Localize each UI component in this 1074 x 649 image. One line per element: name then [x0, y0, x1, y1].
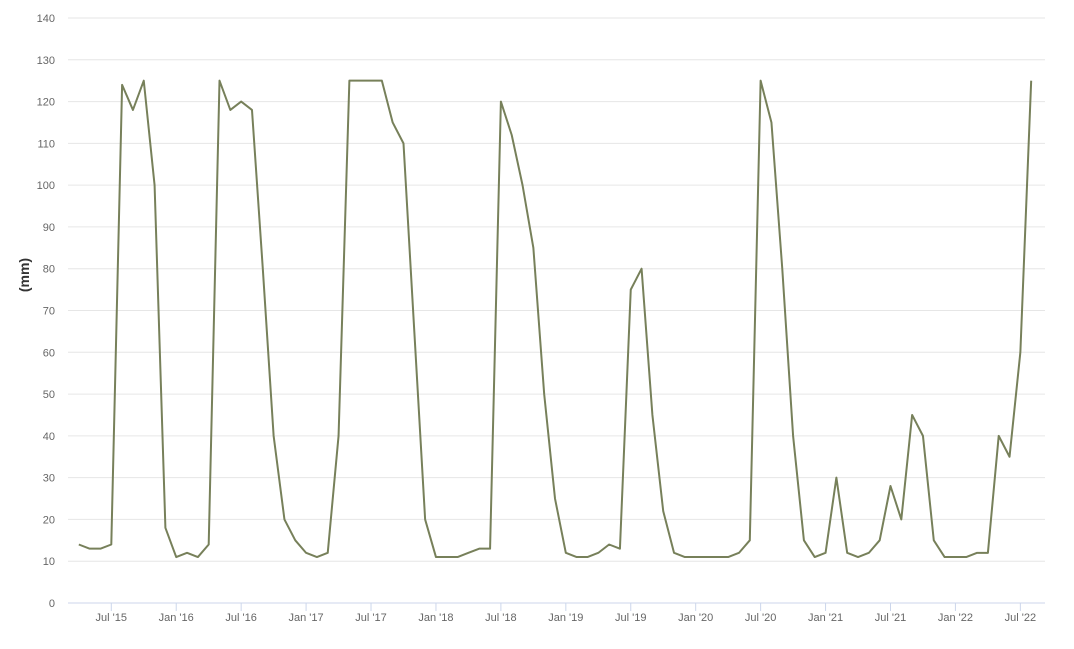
- y-tick-label: 60: [43, 347, 55, 359]
- y-tick-label: 90: [43, 222, 55, 234]
- x-tick-label: Jul '16: [225, 612, 256, 624]
- y-tick-label: 40: [43, 431, 55, 443]
- y-tick-label: 140: [37, 13, 55, 25]
- x-tick-label: Jul '17: [355, 612, 386, 624]
- x-tick-label: Jul '19: [615, 612, 646, 624]
- y-tick-label: 50: [43, 389, 55, 401]
- y-tick-label: 10: [43, 556, 55, 568]
- y-tick-label: 30: [43, 473, 55, 485]
- x-tick-label: Jul '20: [745, 612, 776, 624]
- x-tick-label: Jan '22: [938, 612, 973, 624]
- x-tick-label: Jan '21: [808, 612, 843, 624]
- y-tick-label: 130: [37, 55, 55, 67]
- x-tick-label: Jul '21: [875, 612, 906, 624]
- x-tick-label: Jan '19: [548, 612, 583, 624]
- y-tick-label: 0: [49, 598, 55, 610]
- x-tick-label: Jan '17: [289, 612, 324, 624]
- y-tick-label: 110: [37, 138, 55, 150]
- y-tick-label: 100: [37, 180, 55, 192]
- x-tick-label: Jul '22: [1005, 612, 1036, 624]
- x-tick-label: Jan '20: [678, 612, 713, 624]
- x-tick-label: Jan '16: [159, 612, 194, 624]
- y-tick-label: 80: [43, 264, 55, 276]
- data-line: [78, 79, 1033, 559]
- y-tick-label: 120: [37, 97, 55, 109]
- y-axis-label: (mm): [16, 258, 32, 292]
- y-tick-label: 70: [43, 306, 55, 318]
- x-tick-label: Jul '18: [485, 612, 516, 624]
- y-tick-label: 20: [43, 514, 55, 526]
- x-tick-label: Jan '18: [418, 612, 453, 624]
- x-tick-label: Jul '15: [96, 612, 127, 624]
